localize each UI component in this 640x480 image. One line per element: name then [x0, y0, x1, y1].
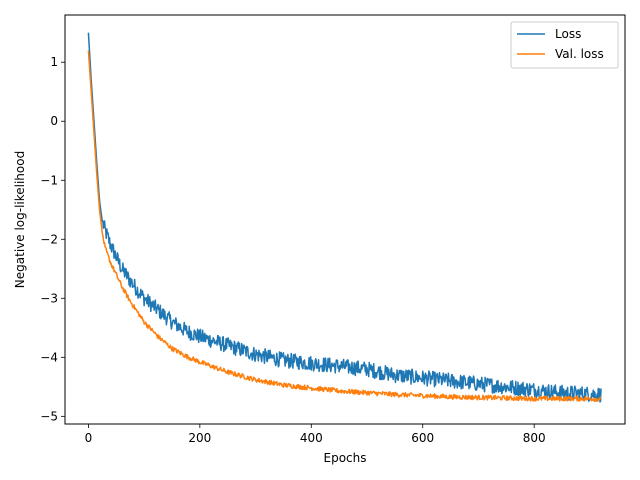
y-tick-label: −2 [40, 232, 58, 246]
y-axis-label: Negative log-likelihood [13, 151, 27, 288]
series-layer [87, 32, 602, 403]
legend-label-val-loss: Val. loss [555, 47, 604, 61]
y-tick-label: −5 [40, 409, 58, 423]
x-tick-label: 200 [188, 431, 211, 445]
x-tick-label: 0 [85, 431, 93, 445]
y-tick-label: −1 [40, 173, 58, 187]
y-tick-label: 0 [50, 114, 58, 128]
legend-label-loss: Loss [555, 27, 581, 41]
x-tick-label: 400 [300, 431, 323, 445]
y-axis-ticks: −5 −4 −3 −2 −1 0 1 [40, 55, 65, 423]
y-tick-label: −3 [40, 291, 58, 305]
y-tick-label: 1 [50, 55, 58, 69]
x-axis-ticks: 0 200 400 600 800 [85, 424, 546, 445]
x-tick-label: 800 [523, 431, 546, 445]
plot-frame [64, 14, 626, 425]
x-tick-label: 600 [411, 431, 434, 445]
series-line-val-loss [87, 50, 602, 403]
y-tick-label: −4 [40, 350, 58, 364]
legend: Loss Val. loss [510, 21, 619, 69]
series-line-loss [87, 32, 602, 403]
x-axis-label: Epochs [324, 451, 367, 465]
